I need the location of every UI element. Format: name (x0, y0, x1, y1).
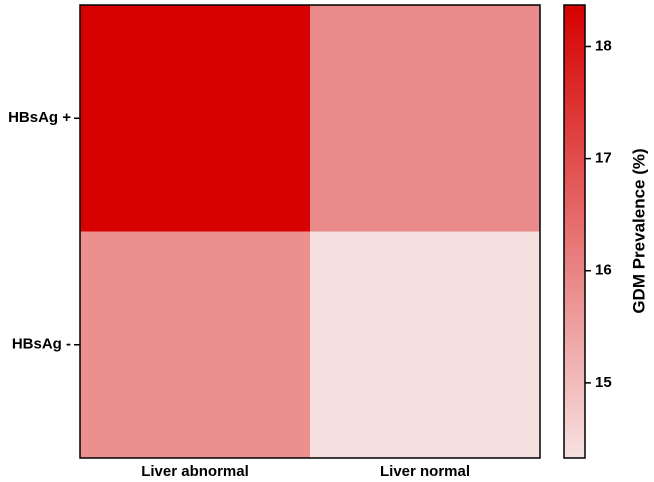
colorbar-label: GDM Prevalence (%) (629, 148, 648, 313)
x-tick-label: Liver abnormal (141, 463, 249, 480)
y-tick-label: HBsAg - (12, 336, 71, 353)
heatmap-cell (80, 5, 310, 232)
colorbar-tick-label: 18 (595, 37, 612, 54)
y-tick-label: HBsAg + (8, 109, 71, 126)
heatmap-cell (310, 5, 540, 232)
colorbar (563, 4, 586, 459)
colorbar-tick-label: 15 (595, 374, 612, 391)
plot-frame (79, 4, 541, 459)
heatmap-cell (80, 231, 310, 458)
colorbar-tick-label: 16 (595, 262, 612, 279)
colorbar-tick-label: 17 (595, 150, 612, 167)
x-tick-label: Liver normal (380, 463, 470, 480)
heatmap-cell (310, 231, 540, 458)
